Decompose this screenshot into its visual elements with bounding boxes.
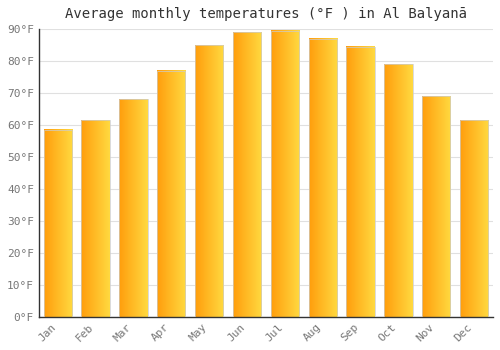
- Bar: [270, 31, 299, 317]
- Bar: [346, 47, 375, 317]
- Title: Average monthly temperatures (°F ) in Al Balyanā: Average monthly temperatures (°F ) in Al…: [65, 7, 467, 21]
- Bar: [422, 96, 450, 317]
- Bar: [157, 71, 186, 317]
- Bar: [44, 130, 72, 317]
- Bar: [384, 64, 412, 317]
- Bar: [308, 38, 337, 317]
- Bar: [82, 120, 110, 317]
- Bar: [119, 99, 148, 317]
- Bar: [195, 45, 224, 317]
- Bar: [460, 120, 488, 317]
- Bar: [233, 32, 261, 317]
